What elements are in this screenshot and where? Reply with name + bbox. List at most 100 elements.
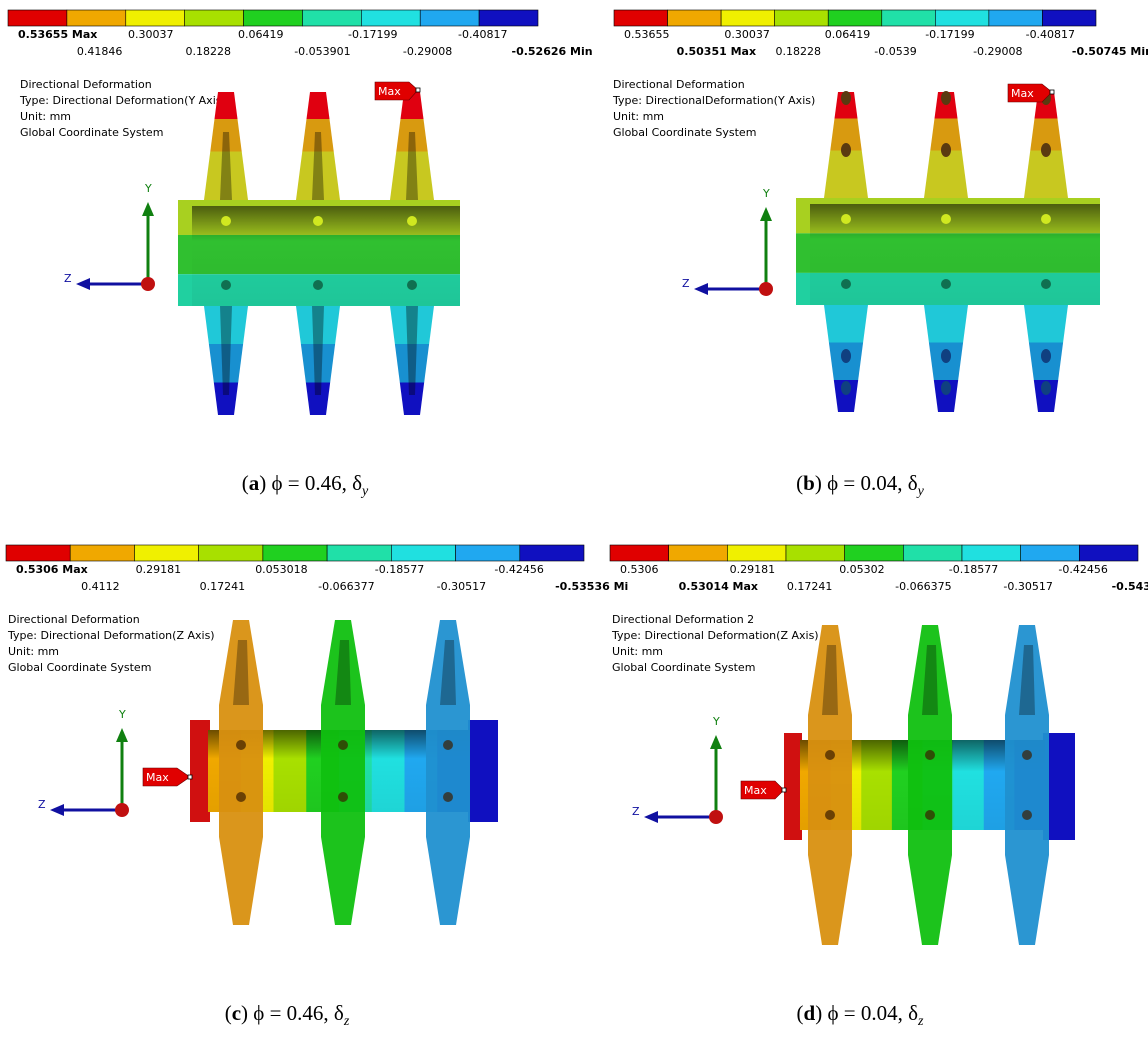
legend-label: -0.17199 <box>348 28 397 41</box>
caption-sub: y <box>916 484 925 499</box>
z-axis-label: Z <box>64 272 72 285</box>
hole <box>338 740 348 750</box>
max-point <box>416 88 420 92</box>
legend-label: 0.29181 <box>136 563 182 576</box>
legend-swatch <box>327 545 391 561</box>
z-arrow-head <box>644 811 658 823</box>
hole <box>1041 143 1051 157</box>
info-line: Global Coordinate System <box>20 126 163 139</box>
legend-swatch <box>1042 10 1096 26</box>
info-line: Unit: mm <box>612 645 663 658</box>
hole <box>236 740 246 750</box>
caption-sub: z <box>343 1014 350 1029</box>
hole <box>407 280 417 290</box>
info-line: Type: Directional Deformation(Y Axis) <box>19 94 226 107</box>
legend-label: 0.053018 <box>255 563 308 576</box>
legend-label: 0.5306 <box>620 563 659 576</box>
legend-swatch <box>845 545 904 561</box>
legend-label: 0.30037 <box>128 28 174 41</box>
hole <box>1041 381 1051 395</box>
legend-swatch <box>185 10 244 26</box>
hole <box>925 750 935 760</box>
legend-label: -0.30517 <box>1003 580 1052 593</box>
caption-open: ( <box>225 1001 232 1025</box>
caption-text: ) ϕ = 0.04, δ <box>815 1001 918 1025</box>
hole <box>221 216 231 226</box>
figure: 0.53655 Max0.300370.06419-0.17199-0.4081… <box>0 0 1148 1039</box>
max-point <box>188 775 192 779</box>
caption-sub: y <box>360 484 369 499</box>
legend-swatch <box>302 10 361 26</box>
legend-swatch <box>456 545 520 561</box>
hole <box>941 279 951 289</box>
legend-swatch <box>721 10 775 26</box>
legend-swatch <box>775 10 829 26</box>
legend-swatch <box>669 545 728 561</box>
hole <box>841 349 851 363</box>
origin <box>115 803 129 817</box>
hole <box>236 792 246 802</box>
legend-label: -0.29008 <box>973 45 1022 58</box>
info-line: Directional Deformation <box>613 78 745 91</box>
y-axis-label: Y <box>762 187 770 200</box>
legend-label: -0.40817 <box>1026 28 1075 41</box>
info-line: Directional Deformation <box>8 613 140 626</box>
body-shade <box>192 206 460 306</box>
legend-label: 0.17241 <box>787 580 833 593</box>
legend-swatch <box>391 545 455 561</box>
legend-label: 0.4112 <box>81 580 120 593</box>
info-line: Directional Deformation <box>20 78 152 91</box>
legend-swatch <box>935 10 989 26</box>
hole <box>443 792 453 802</box>
caption-text: ) ϕ = 0.04, δ <box>815 471 918 495</box>
hole <box>825 810 835 820</box>
legend-swatch <box>479 10 538 26</box>
legend-swatch <box>1079 545 1138 561</box>
caption-open: ( <box>796 471 803 495</box>
hole <box>1041 214 1051 224</box>
legend-label: -0.30517 <box>437 580 486 593</box>
legend-swatch <box>962 545 1021 561</box>
hole <box>841 381 851 395</box>
origin <box>709 810 723 824</box>
info-line: Global Coordinate System <box>8 661 151 674</box>
max-point <box>1050 90 1054 94</box>
hole <box>941 214 951 224</box>
info-line: Unit: mm <box>20 110 71 123</box>
hole <box>825 750 835 760</box>
legend-swatch <box>786 545 845 561</box>
legend-swatch <box>199 545 263 561</box>
z-axis-label: Z <box>682 277 690 290</box>
legend-swatch <box>420 10 479 26</box>
legend-label: -0.42456 <box>494 563 543 576</box>
y-axis-label: Y <box>118 708 126 721</box>
legend-label: -0.18577 <box>949 563 998 576</box>
legend-label: 0.06419 <box>825 28 871 41</box>
legend-label: -0.52626 Min <box>512 45 593 58</box>
caption-letter: a <box>249 471 260 495</box>
hole <box>841 91 851 105</box>
max-tag-label: Max <box>1011 87 1034 100</box>
legend-label: 0.30037 <box>724 28 770 41</box>
legend-label: -0.40817 <box>458 28 507 41</box>
hole <box>407 216 417 226</box>
z-axis-label: Z <box>632 805 640 818</box>
caption-open: ( <box>797 1001 804 1025</box>
legend-swatch <box>903 545 962 561</box>
caption-text: ) ϕ = 0.46, δ <box>241 1001 344 1025</box>
legend-label: -0.42456 <box>1058 563 1107 576</box>
legend-swatch <box>70 545 134 561</box>
legend-label: 0.05302 <box>839 563 885 576</box>
end-cap <box>784 733 802 840</box>
legend-label: -0.066375 <box>895 580 951 593</box>
legend-swatch <box>727 545 786 561</box>
legend-label: -0.54396 Min <box>1112 580 1148 593</box>
legend-swatch <box>8 10 67 26</box>
legend-swatch <box>1021 545 1080 561</box>
info-line: Type: DirectionalDeformation(Y Axis) <box>612 94 815 107</box>
legend-label: 0.50351 Max <box>677 45 756 58</box>
hole <box>1022 750 1032 760</box>
caption-letter: d <box>804 1001 816 1025</box>
hole <box>941 91 951 105</box>
